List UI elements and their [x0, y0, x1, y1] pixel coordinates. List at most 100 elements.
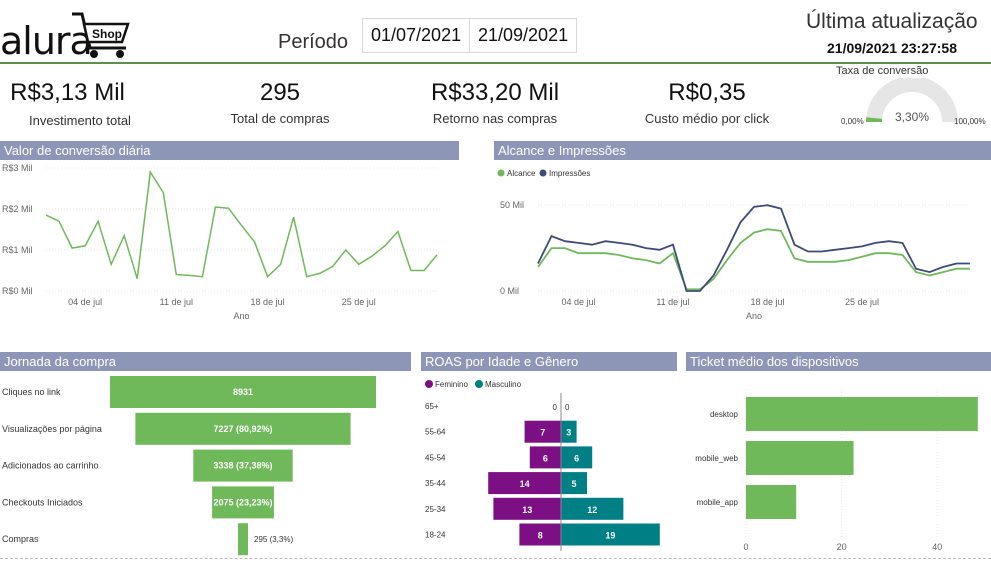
gauge-value: 3,30%: [895, 110, 929, 124]
funnel-bar-label: 7227 (80,92%): [213, 424, 272, 434]
reach-impressions-chart: 50 Mil 0 Mil 04 de jul 11 de jul 18 de jul 25…: [497, 169, 970, 321]
roas-value-masculino: 6: [574, 453, 579, 463]
x-tick-label: 0: [743, 542, 748, 552]
kpi-return-label: Retorno nas compras: [432, 111, 558, 126]
legend-marker: [475, 380, 483, 388]
funnel-bar: [110, 376, 376, 408]
series-line-impressões: [537, 204, 970, 292]
header-bar: [0, 0, 991, 64]
funnel-bar-label: 8931: [233, 387, 253, 397]
roas-value-feminino: 6: [543, 453, 548, 463]
roas-value-masculino: 19: [605, 531, 615, 541]
ticket-bar: [746, 485, 797, 519]
panel-title-reach: Alcance e Impressões: [494, 141, 991, 160]
funnel-bar-label: 3338 (37,38%): [213, 461, 272, 471]
period-label: Período: [278, 31, 349, 53]
age-group-label: 35-44: [425, 479, 446, 488]
page-divider: [0, 558, 991, 559]
y-tick-label: R$1 Mil: [2, 245, 33, 255]
roas-bar-feminino: [529, 446, 561, 469]
x-tick-label: 18 de jul: [251, 297, 285, 307]
x-tick-label: 11 de jul: [656, 297, 689, 307]
kpi-cpc-label: Custo médio por click: [644, 111, 770, 126]
last-update-label: Última atualização: [806, 10, 978, 33]
x-axis-label: Ano: [746, 311, 762, 321]
legend-marker: [497, 169, 505, 177]
funnel-stage-label: Visualizações por página: [2, 424, 102, 434]
roas-value-masculino: 5: [571, 479, 576, 489]
kpi-purchases-label: Total de compras: [230, 111, 330, 126]
logo-shop-text: Shop: [92, 27, 122, 41]
funnel-bar: [135, 412, 351, 445]
series-line-value: [45, 169, 438, 279]
roas-bar-masculino: [561, 420, 577, 443]
roas-bar-masculino: [561, 497, 624, 520]
roas-bar-feminino: [524, 420, 561, 443]
roas-value-feminino: 8: [538, 531, 543, 541]
x-tick-label: 04 de jul: [561, 297, 595, 307]
y-tick-label: R$0 Mil: [2, 286, 33, 296]
roas-value-masculino: 0: [565, 403, 570, 412]
ticket-bar: [746, 441, 854, 475]
ticket-bar: [746, 397, 978, 431]
purchase-funnel-chart: Cliques no link 8931 Visualizações por pág…: [2, 376, 376, 556]
shopping-cart-icon: Shop: [72, 12, 130, 58]
x-tick-label: 04 de jul: [68, 297, 102, 307]
kpi-investment-label: Investimento total: [29, 113, 131, 128]
age-group-label: 45-54: [425, 453, 446, 462]
y-tick-label: 50 Mil: [500, 200, 524, 210]
x-tick-label: 20: [837, 542, 847, 552]
device-label: desktop: [710, 410, 739, 419]
logo-text: alura: [0, 19, 93, 63]
roas-bar-feminino: [488, 472, 561, 495]
gauge-max: 100,00%: [954, 117, 986, 126]
panel-title-roas: ROAS por Idade e Gênero: [421, 352, 677, 371]
funnel-bar-label: 2075 (23,23%): [213, 497, 272, 507]
y-tick-label: 0 Mil: [500, 286, 519, 296]
gauge-min: 0,00%: [841, 117, 864, 126]
last-update-value: 21/09/2021 23:27:58: [827, 40, 957, 56]
age-group-label: 65+: [425, 402, 439, 411]
roas-chart: Feminino Masculino 65+ 0 0 55-64 7 3 45-54 6 6 35-4…: [425, 380, 660, 551]
roas-value-masculino: 3: [566, 428, 571, 438]
kpi-return-value: R$33,20 Mil: [430, 79, 560, 106]
ticket-chart: 0 20 40 desktop mobile_web mobile_app: [695, 389, 978, 552]
date-end-input[interactable]: 21/09/2021: [469, 18, 578, 53]
roas-value-feminino: 0: [553, 403, 558, 412]
age-group-label: 55-64: [425, 428, 446, 437]
legend-label: Masculino: [485, 380, 522, 389]
roas-bar-feminino: [519, 523, 561, 546]
kpi-cpc-value: R$0,35: [668, 79, 746, 106]
roas-value-feminino: 14: [520, 479, 530, 489]
funnel-bar-label: 295 (3,3%): [254, 535, 293, 544]
funnel-stage-label: Adicionados ao carrinho: [2, 461, 99, 471]
funnel-bar: [238, 523, 248, 556]
date-start-input[interactable]: 01/07/2021: [362, 18, 471, 53]
panel-title-ticket: Ticket médio dos dispositivos: [686, 352, 991, 371]
age-group-label: 25-34: [425, 505, 446, 514]
funnel-stage-label: Cliques no link: [2, 387, 61, 397]
x-tick-label: 25 de jul: [845, 297, 879, 307]
device-label: mobile_app: [697, 498, 739, 507]
legend-label: Impressões: [549, 169, 590, 178]
series-line-alcance: [537, 228, 970, 291]
kpi-investment-value: R$3,13 Mil: [10, 79, 125, 106]
x-tick-label: 18 de jul: [750, 297, 784, 307]
roas-bar-feminino: [493, 497, 561, 520]
roas-value-masculino: 12: [587, 505, 597, 515]
legend-marker: [425, 380, 433, 388]
y-tick-label: R$2 Mil: [2, 204, 33, 214]
y-tick-label: R$3 Mil: [2, 163, 33, 173]
device-label: mobile_web: [695, 454, 738, 463]
gauge-title: Taxa de conversão: [836, 65, 929, 77]
x-tick-label: 11 de jul: [160, 297, 193, 307]
funnel-stage-label: Checkouts Iniciados: [2, 497, 83, 507]
roas-value-feminino: 13: [522, 505, 532, 515]
panel-title-funnel: Jornada da compra: [0, 352, 411, 371]
legend-label: Feminino: [435, 380, 468, 389]
funnel-bar: [193, 449, 293, 482]
funnel-stage-label: Compras: [2, 534, 39, 544]
gauge-track: [866, 78, 958, 123]
legend-marker: [539, 169, 547, 177]
x-axis-label: Ano: [233, 311, 249, 321]
